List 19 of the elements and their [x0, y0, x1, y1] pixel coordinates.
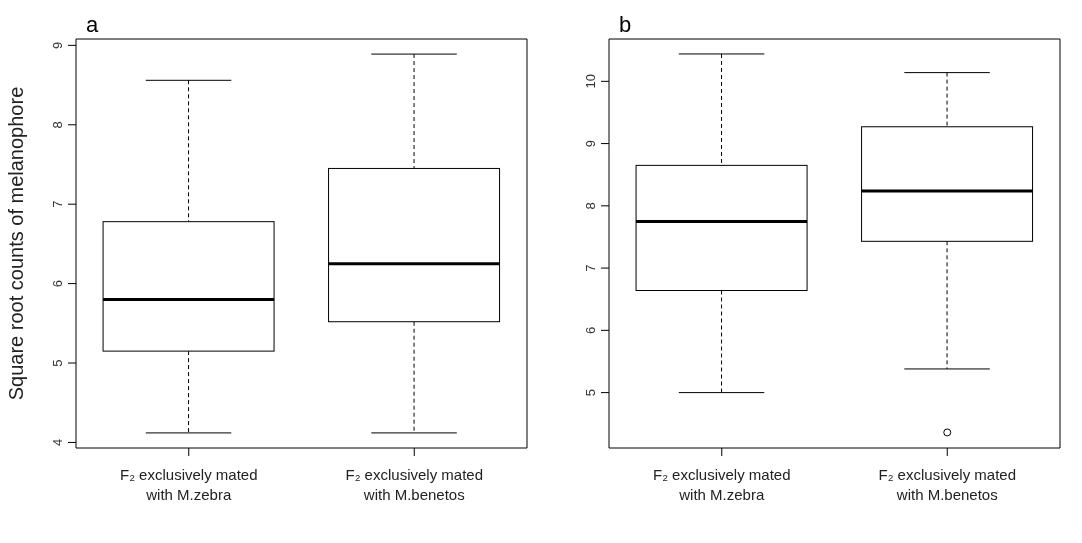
y-tick-label: 9: [583, 139, 598, 148]
y-axis-title: Square root counts of melanophore: [5, 86, 28, 401]
y-tick-label: 5: [583, 388, 598, 397]
x-tick-label: F₂ exclusively mated with M.zebra: [652, 466, 791, 503]
x-tick-label: F₂ exclusively mated with M.benetos: [878, 466, 1017, 503]
y-tick-label: 9: [50, 41, 65, 49]
chart-title: b: [619, 12, 632, 38]
y-tick-label: 8: [50, 121, 65, 129]
y-tick-label: 8: [583, 202, 598, 210]
chart-title: a: [86, 12, 99, 38]
y-tick-label: 5: [50, 359, 65, 367]
y-tick-label: 6: [583, 326, 598, 334]
y-tick-label: 4: [50, 438, 65, 447]
x-tick-label: F₂ exclusively mated with M.benetos: [345, 466, 484, 503]
y-tick-label: 10: [583, 74, 598, 89]
y-tick-label: 6: [50, 279, 65, 288]
y-tick-label: 7: [583, 264, 598, 272]
y-tick-label: 7: [50, 200, 65, 208]
x-tick-label: F₂ exclusively mated with M.zebra: [119, 466, 258, 503]
